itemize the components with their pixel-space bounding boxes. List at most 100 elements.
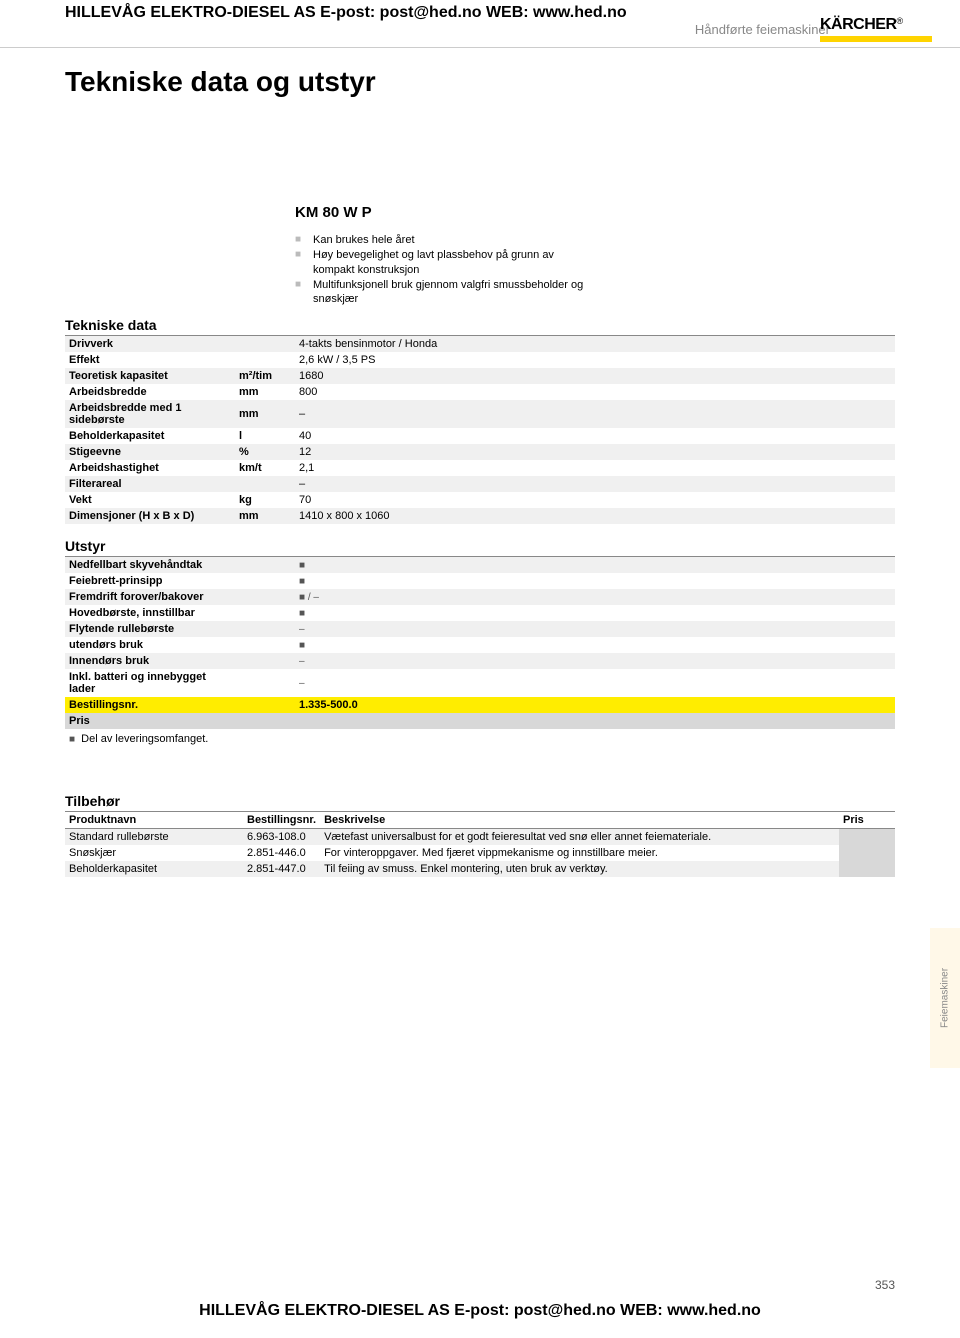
spec-label: Arbeidshastighet bbox=[65, 460, 235, 476]
table-row: Inkl. batteri og innebygget lader – bbox=[65, 669, 895, 697]
tech-data-heading: Tekniske data bbox=[65, 317, 895, 336]
accessory-order: 6.963-108.0 bbox=[243, 829, 320, 846]
order-value: 1.335-500.0 bbox=[295, 697, 895, 713]
col-header-price: Pris bbox=[839, 812, 895, 829]
spec-value: 2,1 bbox=[295, 460, 895, 476]
spec-unit: kg bbox=[235, 492, 295, 508]
price-value bbox=[295, 713, 895, 729]
accessory-row: Standard rullebørste6.963-108.0Vætefast … bbox=[65, 829, 895, 846]
spec-label: Arbeidsbredde bbox=[65, 384, 235, 400]
price-row: Pris bbox=[65, 713, 895, 729]
accessory-name: Standard rullebørste bbox=[65, 829, 243, 846]
equip-unit bbox=[235, 637, 295, 653]
spec-label: Beholderkapasitet bbox=[65, 428, 235, 444]
page-title: Tekniske data og utstyr bbox=[65, 66, 895, 98]
spec-unit bbox=[235, 336, 295, 352]
equip-label: Innendørs bruk bbox=[65, 653, 235, 669]
table-row: Effekt2,6 kW / 3,5 PS bbox=[65, 352, 895, 368]
accessory-order: 2.851-447.0 bbox=[243, 861, 320, 877]
legend-text: Del av leveringsomfanget. bbox=[81, 733, 208, 745]
spec-unit bbox=[235, 476, 295, 492]
table-row: Drivverk4-takts bensinmotor / Honda bbox=[65, 336, 895, 352]
brand-logo: KÄRCHER® bbox=[820, 16, 932, 42]
table-row: Stigeevne%12 bbox=[65, 444, 895, 460]
spec-value: 1680 bbox=[295, 368, 895, 384]
table-row: Fremdrift forover/bakover ■ / – bbox=[65, 589, 895, 605]
equip-unit bbox=[235, 653, 295, 669]
table-row: Hovedbørste, innstillbar ■ bbox=[65, 605, 895, 621]
equipment-table: Nedfellbart skyvehåndtak■Feiebrett-prins… bbox=[65, 557, 895, 729]
equip-unit bbox=[235, 589, 295, 605]
equip-label: Fremdrift forover/bakover bbox=[65, 589, 235, 605]
col-header-name: Produktnavn bbox=[65, 812, 243, 829]
accessories-table: Produktnavn Bestillingsnr. Beskrivelse P… bbox=[65, 812, 895, 877]
tech-data-table: Drivverk4-takts bensinmotor / HondaEffek… bbox=[65, 336, 895, 524]
table-row: Feiebrett-prinsipp■ bbox=[65, 573, 895, 589]
accessory-desc: Vætefast universalbust for et godt feier… bbox=[320, 829, 839, 846]
square-icon: ■ bbox=[69, 734, 75, 745]
spec-unit: % bbox=[235, 444, 295, 460]
equip-value: ■ bbox=[295, 557, 895, 573]
equip-unit bbox=[235, 605, 295, 621]
feature-bullets: Kan brukes hele året Høy bevegelighet og… bbox=[295, 233, 895, 307]
page-number: 353 bbox=[875, 1278, 895, 1292]
equip-value: ■ bbox=[295, 637, 895, 653]
spec-value: 40 bbox=[295, 428, 895, 444]
equip-value: ■ / – bbox=[295, 589, 895, 605]
order-number-row: Bestillingsnr. 1.335-500.0 bbox=[65, 697, 895, 713]
equip-label: Hovedbørste, innstillbar bbox=[65, 605, 235, 621]
table-row: Arbeidsbreddemm800 bbox=[65, 384, 895, 400]
table-row: Filterareal – bbox=[65, 476, 895, 492]
equip-label: Nedfellbart skyvehåndtak bbox=[65, 557, 235, 573]
table-row: Arbeidshastighetkm/t2,1 bbox=[65, 460, 895, 476]
spec-value: 1410 x 800 x 1060 bbox=[295, 508, 895, 524]
accessories-header-row: Produktnavn Bestillingsnr. Beskrivelse P… bbox=[65, 812, 895, 829]
equip-label: Feiebrett-prinsipp bbox=[65, 573, 235, 589]
col-header-desc: Beskrivelse bbox=[320, 812, 839, 829]
table-row: Dimensjoner (H x B x D)mm1410 x 800 x 10… bbox=[65, 508, 895, 524]
header-subcategory: Håndførte feiemaskiner bbox=[695, 22, 830, 37]
spec-label: Effekt bbox=[65, 352, 235, 368]
footer-contact-line: HILLEVÅG ELEKTRO-DIESEL AS E-post: post@… bbox=[199, 1302, 761, 1319]
equip-value: – bbox=[295, 669, 895, 697]
equip-value: – bbox=[295, 621, 895, 637]
equip-value: – bbox=[295, 653, 895, 669]
spec-value: – bbox=[295, 476, 895, 492]
spec-unit: km/t bbox=[235, 460, 295, 476]
table-row: Arbeidsbredde med 1 sidebørstemm– bbox=[65, 400, 895, 428]
page-footer: HILLEVÅG ELEKTRO-DIESEL AS E-post: post@… bbox=[0, 1302, 960, 1320]
spec-unit bbox=[235, 352, 295, 368]
spec-value: 70 bbox=[295, 492, 895, 508]
spec-label: Stigeevne bbox=[65, 444, 235, 460]
spec-value: 800 bbox=[295, 384, 895, 400]
equip-value: ■ bbox=[295, 605, 895, 621]
spec-label: Dimensjoner (H x B x D) bbox=[65, 508, 235, 524]
equip-unit bbox=[235, 557, 295, 573]
accessory-order: 2.851-446.0 bbox=[243, 845, 320, 861]
order-label: Bestillingsnr. bbox=[65, 697, 235, 713]
col-header-order: Bestillingsnr. bbox=[243, 812, 320, 829]
spec-label: Teoretisk kapasitet bbox=[65, 368, 235, 384]
spec-label: Filterareal bbox=[65, 476, 235, 492]
spec-unit: mm bbox=[235, 508, 295, 524]
spec-value: 12 bbox=[295, 444, 895, 460]
equip-label: Inkl. batteri og innebygget lader bbox=[65, 669, 235, 697]
equip-label: Flytende rullebørste bbox=[65, 621, 235, 637]
brand-logo-text: KÄRCHER bbox=[820, 16, 897, 34]
accessory-name: Beholderkapasitet bbox=[65, 861, 243, 877]
spec-value: – bbox=[295, 400, 895, 428]
brand-logo-bar bbox=[820, 36, 932, 42]
equip-unit bbox=[235, 621, 295, 637]
spec-label: Vekt bbox=[65, 492, 235, 508]
spec-label: Arbeidsbredde med 1 sidebørste bbox=[65, 400, 235, 428]
feature-bullet: Kan brukes hele året bbox=[295, 233, 595, 248]
accessories-heading: Tilbehør bbox=[65, 793, 895, 812]
accessory-price bbox=[839, 861, 895, 877]
spec-unit: l bbox=[235, 428, 295, 444]
accessory-row: Snøskjær2.851-446.0For vinteroppgaver. M… bbox=[65, 845, 895, 861]
equip-unit bbox=[235, 669, 295, 697]
spec-unit: mm bbox=[235, 400, 295, 428]
equip-unit bbox=[235, 573, 295, 589]
accessory-row: Beholderkapasitet2.851-447.0Til feiing a… bbox=[65, 861, 895, 877]
table-row: Beholderkapasitetl40 bbox=[65, 428, 895, 444]
